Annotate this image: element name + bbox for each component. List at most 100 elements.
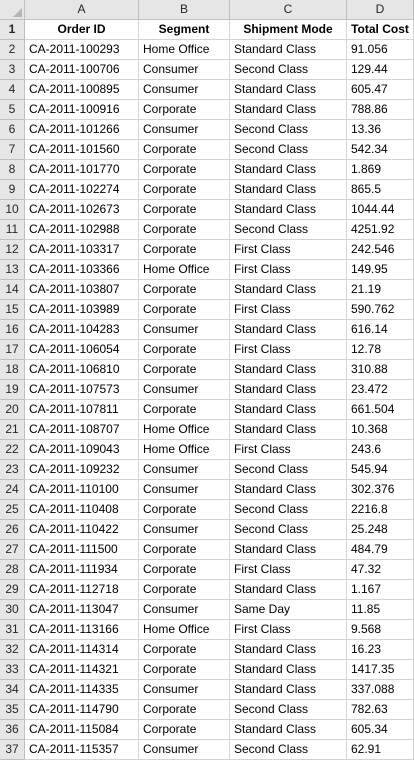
row-header[interactable]: 2 [0, 40, 25, 60]
segment-cell[interactable]: Corporate [139, 180, 230, 200]
shipment-mode-cell[interactable]: Standard Class [230, 400, 347, 420]
order-id-cell[interactable]: CA-2011-106054 [25, 340, 139, 360]
segment-cell[interactable]: Corporate [139, 700, 230, 720]
row-header[interactable]: 33 [0, 660, 25, 680]
segment-cell[interactable]: Home Office [139, 420, 230, 440]
segment-cell[interactable]: Corporate [139, 660, 230, 680]
column-header-d[interactable]: D [347, 0, 414, 20]
total-cost-cell[interactable]: 545.94 [347, 460, 414, 480]
shipment-mode-cell[interactable]: First Class [230, 260, 347, 280]
order-id-cell[interactable]: CA-2011-100706 [25, 60, 139, 80]
segment-cell[interactable]: Corporate [139, 560, 230, 580]
shipment-mode-cell[interactable]: Second Class [230, 60, 347, 80]
segment-cell[interactable]: Corporate [139, 160, 230, 180]
total-cost-cell[interactable]: 484.79 [347, 540, 414, 560]
total-cost-cell[interactable]: 23.472 [347, 380, 414, 400]
total-cost-cell[interactable]: 243.6 [347, 440, 414, 460]
order-id-cell[interactable]: CA-2011-104283 [25, 320, 139, 340]
total-cost-cell[interactable]: 16.23 [347, 640, 414, 660]
row-header[interactable]: 14 [0, 280, 25, 300]
row-header[interactable]: 13 [0, 260, 25, 280]
shipment-mode-cell[interactable]: First Class [230, 300, 347, 320]
shipment-mode-cell[interactable]: Same Day [230, 600, 347, 620]
segment-cell[interactable]: Corporate [139, 220, 230, 240]
order-id-cell[interactable]: CA-2011-103807 [25, 280, 139, 300]
segment-cell[interactable]: Consumer [139, 460, 230, 480]
order-id-cell[interactable]: CA-2011-100895 [25, 80, 139, 100]
total-cost-cell[interactable]: 605.47 [347, 80, 414, 100]
column-header-a[interactable]: A [25, 0, 139, 20]
order-id-cell[interactable]: CA-2011-113166 [25, 620, 139, 640]
row-header[interactable]: 10 [0, 200, 25, 220]
shipment-mode-cell[interactable]: Standard Class [230, 720, 347, 740]
segment-cell[interactable]: Consumer [139, 120, 230, 140]
total-cost-cell[interactable]: 2216.8 [347, 500, 414, 520]
total-cost-cell[interactable]: 47.32 [347, 560, 414, 580]
segment-cell[interactable]: Corporate [139, 540, 230, 560]
order-id-cell[interactable]: CA-2011-110408 [25, 500, 139, 520]
row-header[interactable]: 23 [0, 460, 25, 480]
row-header[interactable]: 18 [0, 360, 25, 380]
shipment-mode-cell[interactable]: Second Class [230, 120, 347, 140]
segment-cell[interactable]: Consumer [139, 520, 230, 540]
shipment-mode-cell[interactable]: Standard Class [230, 360, 347, 380]
order-id-cell[interactable]: CA-2011-103989 [25, 300, 139, 320]
shipment-mode-cell[interactable]: Standard Class [230, 200, 347, 220]
row-header[interactable]: 19 [0, 380, 25, 400]
total-cost-cell[interactable]: 242.546 [347, 240, 414, 260]
row-header[interactable]: 37 [0, 740, 25, 760]
order-id-cell[interactable]: CA-2011-100916 [25, 100, 139, 120]
shipment-mode-cell[interactable]: Standard Class [230, 160, 347, 180]
row-header[interactable]: 6 [0, 120, 25, 140]
total-cost-cell[interactable]: 13.36 [347, 120, 414, 140]
order-id-cell[interactable]: CA-2011-101770 [25, 160, 139, 180]
order-id-cell[interactable]: CA-2011-100293 [25, 40, 139, 60]
shipment-mode-cell[interactable]: Standard Class [230, 80, 347, 100]
row-header[interactable]: 28 [0, 560, 25, 580]
order-id-cell[interactable]: CA-2011-108707 [25, 420, 139, 440]
row-header[interactable]: 21 [0, 420, 25, 440]
header-cell-total-cost[interactable]: Total Cost [347, 20, 414, 40]
order-id-cell[interactable]: CA-2011-106810 [25, 360, 139, 380]
order-id-cell[interactable]: CA-2011-109043 [25, 440, 139, 460]
row-header[interactable]: 5 [0, 100, 25, 120]
segment-cell[interactable]: Corporate [139, 340, 230, 360]
total-cost-cell[interactable]: 1417.35 [347, 660, 414, 680]
segment-cell[interactable]: Consumer [139, 480, 230, 500]
row-header[interactable]: 34 [0, 680, 25, 700]
total-cost-cell[interactable]: 661.504 [347, 400, 414, 420]
order-id-cell[interactable]: CA-2011-107811 [25, 400, 139, 420]
total-cost-cell[interactable]: 1.869 [347, 160, 414, 180]
shipment-mode-cell[interactable]: Second Class [230, 460, 347, 480]
row-header[interactable]: 27 [0, 540, 25, 560]
segment-cell[interactable]: Corporate [139, 720, 230, 740]
shipment-mode-cell[interactable]: Second Class [230, 140, 347, 160]
total-cost-cell[interactable]: 310.88 [347, 360, 414, 380]
shipment-mode-cell[interactable]: Standard Class [230, 380, 347, 400]
order-id-cell[interactable]: CA-2011-114335 [25, 680, 139, 700]
order-id-cell[interactable]: CA-2011-110422 [25, 520, 139, 540]
shipment-mode-cell[interactable]: Standard Class [230, 640, 347, 660]
shipment-mode-cell[interactable]: Standard Class [230, 480, 347, 500]
total-cost-cell[interactable]: 605.34 [347, 720, 414, 740]
segment-cell[interactable]: Consumer [139, 740, 230, 760]
shipment-mode-cell[interactable]: Standard Class [230, 660, 347, 680]
segment-cell[interactable]: Consumer [139, 60, 230, 80]
order-id-cell[interactable]: CA-2011-109232 [25, 460, 139, 480]
total-cost-cell[interactable]: 542.34 [347, 140, 414, 160]
total-cost-cell[interactable]: 62.91 [347, 740, 414, 760]
total-cost-cell[interactable]: 149.95 [347, 260, 414, 280]
order-id-cell[interactable]: CA-2011-107573 [25, 380, 139, 400]
total-cost-cell[interactable]: 25.248 [347, 520, 414, 540]
segment-cell[interactable]: Corporate [139, 360, 230, 380]
total-cost-cell[interactable]: 1044.44 [347, 200, 414, 220]
column-header-c[interactable]: C [230, 0, 347, 20]
shipment-mode-cell[interactable]: Standard Class [230, 540, 347, 560]
shipment-mode-cell[interactable]: Standard Class [230, 280, 347, 300]
shipment-mode-cell[interactable]: Standard Class [230, 420, 347, 440]
segment-cell[interactable]: Home Office [139, 260, 230, 280]
row-header[interactable]: 7 [0, 140, 25, 160]
total-cost-cell[interactable]: 129.44 [347, 60, 414, 80]
row-header[interactable]: 8 [0, 160, 25, 180]
total-cost-cell[interactable]: 865.5 [347, 180, 414, 200]
